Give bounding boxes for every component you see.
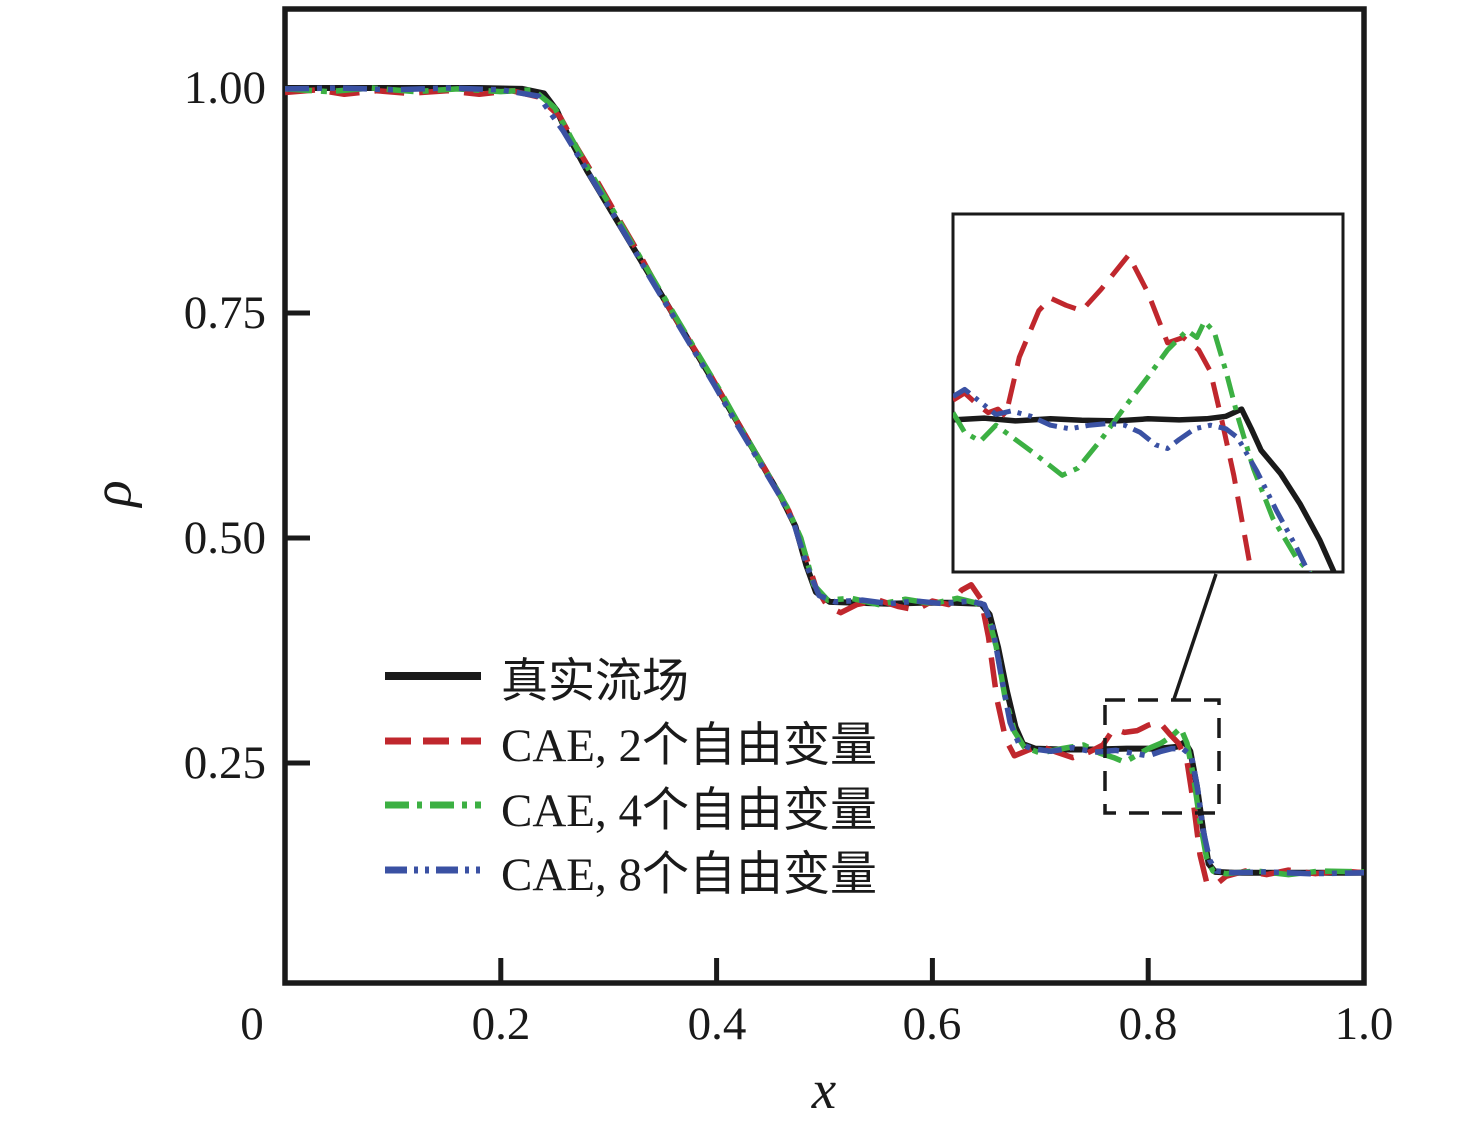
x-tick-label-0-6: 0.6 xyxy=(902,998,962,1050)
legend-label: CAE, 4个自由变量 xyxy=(501,784,877,837)
legend-item-cae-2: CAE, 2个自由变量 xyxy=(385,709,877,774)
series-line-1 xyxy=(285,87,1364,889)
x-tick-label-1-0: 1.0 xyxy=(1334,998,1394,1050)
zoom-region-box xyxy=(1103,698,1221,815)
main-series-group xyxy=(285,85,1364,889)
y-axis-title: ρ xyxy=(81,480,143,507)
legend-label: CAE, 2个自由变量 xyxy=(501,720,877,773)
legend-label: 真实流场 xyxy=(501,655,689,708)
legend-item-cae-8: CAE, 8个自由变量 xyxy=(385,838,877,903)
inset-series-line-2 xyxy=(953,318,1313,572)
plot-border xyxy=(282,6,1367,986)
legend-line-dash-dot-icon xyxy=(385,801,481,809)
x-tick-label-0: 0 xyxy=(240,998,264,1050)
y-tick-label-1-00: 1.00 xyxy=(183,62,266,114)
legend-label: CAE, 8个自由变量 xyxy=(501,849,877,902)
inset-border xyxy=(951,212,1345,574)
y-tick-label-0-75: 0.75 xyxy=(183,287,266,339)
x-tick-label-0-2: 0.2 xyxy=(471,998,531,1050)
legend-line-solid-icon xyxy=(385,672,481,681)
x-tick-label-0-4: 0.4 xyxy=(687,998,747,1050)
legend-item-true-field: 真实流场 xyxy=(385,644,877,709)
y-tick-label-0-25: 0.25 xyxy=(183,737,266,789)
y-tick-label-0-50: 0.50 xyxy=(183,512,266,564)
inset-series-group xyxy=(953,252,1337,572)
x-axis-title: x xyxy=(811,1059,837,1120)
inset-connector-line xyxy=(1172,573,1218,700)
legend-item-cae-4: CAE, 4个自由变量 xyxy=(385,773,877,838)
legend-line-dashed-icon xyxy=(385,737,481,745)
legend-line-dash-dot-dot-icon xyxy=(385,866,481,874)
legend: 真实流场 CAE, 2个自由变量 CAE, 4个自由变量 CAE, 8个自由变量 xyxy=(385,644,877,902)
x-tick-label-0-8: 0.8 xyxy=(1118,998,1178,1050)
inset-series-line-3 xyxy=(953,386,1312,572)
